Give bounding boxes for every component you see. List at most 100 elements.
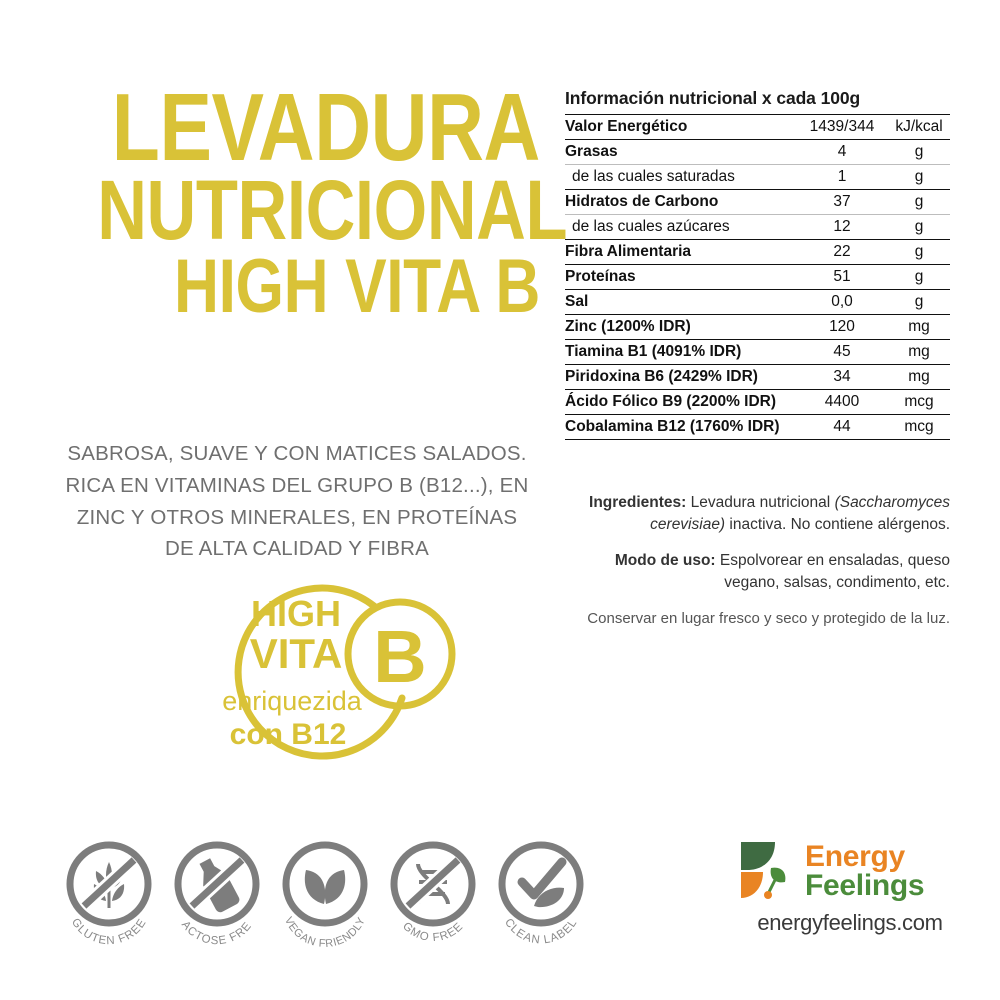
logo-word-energy: Energy [805, 839, 905, 873]
table-row: Piridoxina B6 (2429% IDR) 34 mg [565, 364, 950, 390]
nutrient-value: 4400 [824, 393, 860, 410]
logo-row: Energy Feelings [735, 838, 965, 904]
description-line-3: ZINC Y OTROS MINERALES, EN PROTEÍNAS [76, 505, 518, 529]
table-row: Ácido Fólico B9 (2200% IDR) 4400 mcg [565, 389, 950, 415]
badge-letter-b: B [373, 615, 426, 698]
badge-line-enriquezida: enriquezida [222, 686, 363, 716]
left-column: LEVADURA NUTRICIONAL HIGH VITA B SABROSA… [0, 74, 584, 950]
nutrient-value: 12 [833, 218, 851, 235]
nutrient-value: 4 [837, 143, 847, 160]
nutrient-name: Grasas [565, 143, 618, 160]
nutrition-table: Valor Energético 1439/344 kJ/kcal Grasas… [565, 114, 950, 440]
nutrient-unit: mg [908, 368, 930, 385]
nutrient-value: 34 [833, 368, 851, 385]
nutrient-unit: g [914, 218, 924, 235]
ingredients-label: Ingredientes: [589, 494, 687, 511]
nutrient-unit: kJ/kcal [895, 118, 943, 135]
product-title: LEVADURA NUTRICIONAL HIGH VITA B [0, 74, 568, 330]
cert-lactose-free: LACTOSE FREE [170, 838, 264, 956]
badge-line-con-b12: con B12 [230, 718, 347, 751]
nutrient-unit: mg [908, 318, 930, 335]
usage-label: Modo de uso: [614, 551, 716, 569]
nutrient-unit: mcg [904, 418, 934, 435]
nutrient-value: 51 [833, 268, 851, 285]
nutrient-name: de las cuales azúcares [572, 218, 730, 235]
nutrient-value: 1 [837, 168, 847, 185]
product-description: SABROSA, SUAVE Y CON MATICES SALADOS. RI… [58, 438, 536, 565]
gluten-free-icon [66, 841, 152, 927]
title-line-1: LEVADURA [111, 74, 541, 181]
certification-icons: GLUTEN FREE LACTOSE [62, 838, 584, 958]
nutrient-name: Zinc (1200% IDR) [565, 318, 691, 335]
usage-paragraph: Modo de uso: Espolvorear en ensaladas, q… [580, 550, 950, 595]
nutrient-name: Fibra Alimentaria [565, 243, 692, 260]
nutrient-value: 1439/344 [809, 118, 875, 135]
table-row: Proteínas 51 g [565, 264, 950, 290]
nutrient-name: Cobalamina B12 (1760% IDR) [565, 418, 780, 435]
description-line-4: DE ALTA CALIDAD Y FIBRA [165, 537, 429, 561]
cert-clean-label: CLEAN LABEL [494, 838, 588, 956]
nutrient-value: 120 [829, 318, 855, 335]
ingredients-paragraph: Ingredientes: Levadura nutricional (Sacc… [580, 492, 950, 537]
table-row: Valor Energético 1439/344 kJ/kcal [565, 114, 950, 140]
lactose-free-icon [174, 841, 260, 927]
nutrition-table-title: Información nutricional x cada 100g [565, 88, 861, 108]
nutrient-unit: mg [908, 343, 930, 360]
table-row: Sal 0,0 g [565, 289, 950, 315]
cert-gluten-free: GLUTEN FREE [62, 838, 156, 956]
badge-line-vita: VITA [250, 630, 343, 677]
table-row: Tiamina B1 (4091% IDR) 45 mg [565, 339, 950, 365]
badge-b-circle [344, 598, 456, 710]
table-row: Zinc (1200% IDR) 120 mg [565, 314, 950, 340]
nutrient-name: Ácido Fólico B9 (2200% IDR) [565, 393, 777, 410]
high-vita-b-badge: B HIGH VITA enriquezida con B12 [188, 578, 458, 778]
ingredients-text-1: Levadura nutricional [686, 494, 835, 511]
clean-label-icon [498, 841, 584, 927]
nutrient-name: Hidratos de Carbono [565, 193, 719, 210]
ingredients-text-2: inactiva. No contiene alérgenos. [725, 516, 950, 534]
table-row: de las cuales saturadas 1 g [565, 164, 950, 190]
gmo-free-icon [390, 841, 476, 927]
table-row: de las cuales azúcares 12 g [565, 214, 950, 240]
nutrient-name: Tiamina B1 (4091% IDR) [565, 343, 742, 360]
nutrient-value: 22 [833, 243, 851, 260]
nutrient-unit: mcg [904, 393, 934, 410]
usage-text: Espolvorear en ensaladas, queso vegano, … [715, 551, 950, 592]
right-column: Información nutricional x cada 100g Valo… [560, 0, 1000, 1000]
cert-vegan-friendly: VEGAN FRIENDLY [278, 838, 372, 956]
badge-line-high: HIGH [251, 593, 341, 634]
logo-wordmark: Energy Feelings [805, 839, 925, 902]
ingredients-scientific-name: (Saccharomyces cerevisiae) [650, 494, 950, 534]
logo-word-feelings: Feelings [805, 869, 925, 902]
product-info: Ingredientes: Levadura nutricional (Sacc… [580, 492, 950, 643]
title-line-3: HIGH VITA B [174, 244, 540, 330]
brand-url: energyfeelings.com [757, 910, 943, 935]
nutrient-unit: g [914, 168, 924, 185]
brand-logo: Energy Feelings energyfeelings.com [735, 838, 965, 958]
table-row: Grasas 4 g [565, 139, 950, 165]
nutrient-value: 37 [833, 193, 851, 210]
nutrient-name: Piridoxina B6 (2429% IDR) [565, 368, 758, 385]
nutrient-name: de las cuales saturadas [572, 168, 735, 185]
nutrient-value: 45 [833, 343, 851, 360]
vegan-friendly-icon [282, 841, 368, 927]
nutrient-unit: g [914, 268, 924, 285]
nutrient-unit: g [914, 293, 924, 310]
badge-outer-ring [234, 584, 406, 760]
cert-gmo-free: GMO FREE [386, 838, 480, 956]
title-line-2: NUTRICIONAL [97, 163, 568, 258]
table-row: Fibra Alimentaria 22 g [565, 239, 950, 265]
table-row: Hidratos de Carbono 37 g [565, 189, 950, 215]
nutrient-value: 44 [833, 418, 851, 435]
description-line-1: SABROSA, SUAVE Y CON MATICES SALADOS. [67, 442, 527, 465]
nutrient-name: Valor Energético [565, 118, 688, 135]
table-row: Cobalamina B12 (1760% IDR) 44 mcg [565, 414, 950, 440]
nutrient-name: Proteínas [565, 268, 636, 285]
energy-feelings-leaf-icon [735, 838, 797, 904]
storage-text: Conservar en lugar fresco y seco y prote… [587, 609, 950, 627]
nutrient-unit: g [914, 193, 924, 210]
nutrient-value: 0,0 [831, 293, 853, 310]
nutrient-unit: g [914, 243, 924, 260]
nutrient-name: Sal [565, 293, 589, 310]
